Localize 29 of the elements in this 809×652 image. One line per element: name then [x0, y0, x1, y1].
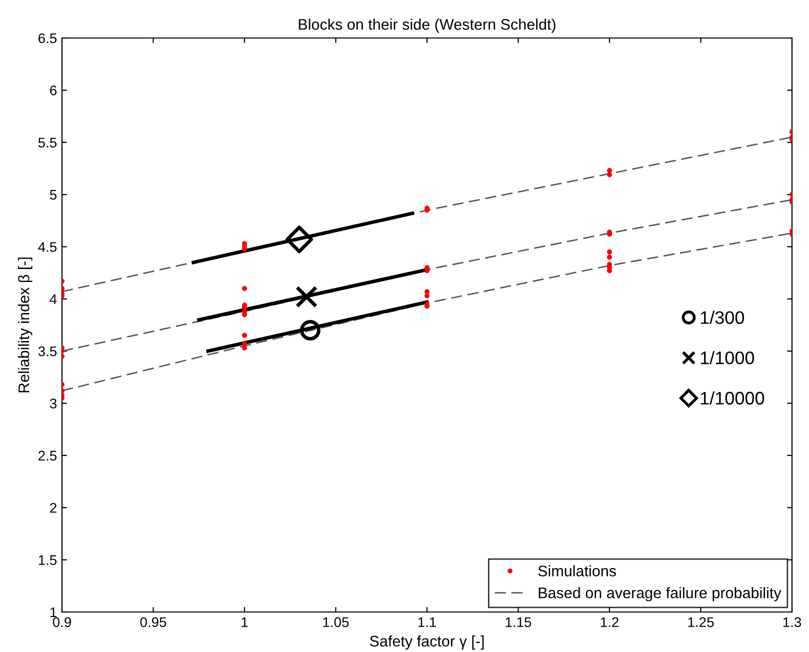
y-tick-label: 6: [50, 86, 57, 96]
x-axis-title: Safety factor γ [-]: [370, 635, 484, 650]
x-tick-label: 1.2: [600, 617, 618, 627]
legend-label: 1/1000: [700, 351, 754, 364]
legend-label: 1/300: [700, 310, 744, 324]
x-tick-label: 1.25: [688, 617, 714, 628]
y-tick-label: 3: [50, 398, 57, 408]
legend-label: Based on average failure probability: [538, 587, 782, 602]
y-tick-label: 1: [50, 607, 56, 618]
x-tick-label: 0.9: [52, 617, 71, 628]
y-tick-label: 5: [50, 190, 57, 200]
x-tick-label: 1.1: [418, 617, 436, 627]
y-tick-label: 2: [50, 502, 56, 513]
y-tick-label: 6.5: [38, 33, 57, 44]
x-tick-label: 1.15: [506, 617, 532, 628]
y-axis-title: Reliability index β [-]: [18, 258, 32, 392]
y-tick-label: 3.5: [38, 346, 57, 356]
x-tick-label: 1.3: [783, 617, 802, 628]
x-tick-label: 1.05: [323, 617, 349, 628]
y-tick-label: 1.5: [38, 555, 57, 565]
y-tick-label: 2.5: [38, 450, 57, 461]
x-tick-label: 0.95: [140, 617, 166, 628]
legend-label: Simulations: [538, 565, 616, 576]
x-tick-label: 1: [242, 617, 248, 627]
y-tick-label: 4: [50, 294, 57, 304]
y-tick-label: 5.5: [38, 138, 57, 148]
legend-label: 1/10000: [700, 391, 764, 405]
chart-title: Blocks on their side (Western Scheldt): [298, 18, 556, 33]
y-tick-label: 4.5: [38, 242, 57, 252]
